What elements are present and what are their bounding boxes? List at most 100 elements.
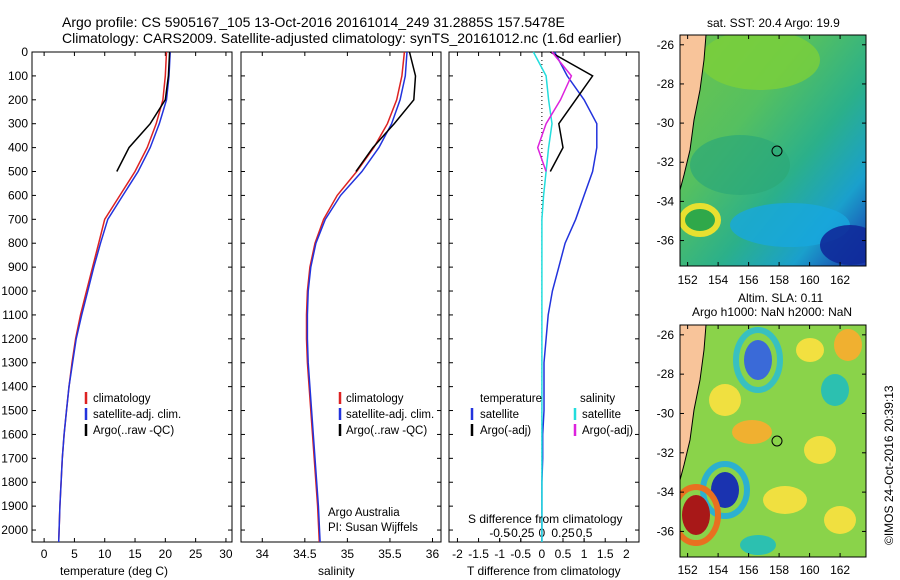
- lon-tick-label: 162: [830, 563, 850, 577]
- temperature-x-axis: 0 5 10 15 20 25 30: [41, 52, 233, 561]
- sst-warm-patch: [700, 35, 820, 90]
- coastline-bottom: [680, 325, 707, 481]
- temperature-panel-frame: [31, 51, 233, 543]
- lat-tick-label: -34: [657, 194, 675, 208]
- sla-high-5-rim: [680, 484, 721, 546]
- difference-x-axis: -2 -1.5 -1 -0.5 0 0.5 1 1.5 2: [452, 52, 630, 561]
- lat-tick-label: -36: [657, 524, 675, 538]
- depth-tick-label: 700: [8, 212, 28, 226]
- figure-title-line2: Climatology: CARS2009. Satellite-adjuste…: [62, 30, 622, 46]
- lon-tick-label: 156: [739, 273, 759, 287]
- pi-note: PI: Susan Wijffels: [328, 522, 418, 534]
- x-tick-label: 1: [581, 547, 588, 561]
- argo-location-top: [771, 145, 783, 157]
- sla-low-3: [711, 472, 739, 508]
- salinity-difference-axis: -0.5-0.2500.250.5: [489, 52, 593, 542]
- sla-low-1: [744, 340, 772, 380]
- sla-map-title-line2: Argo h1000: NaN h2000: NaN: [692, 305, 852, 319]
- sst-cool-patch: [730, 203, 850, 247]
- depth-tick-label: 1100: [2, 308, 28, 322]
- lat-tick-label: -32: [657, 446, 675, 460]
- series-climatology: [305, 51, 406, 543]
- depth-tick-label: 1500: [1, 404, 28, 418]
- x-tick-label: 35.5: [378, 547, 402, 561]
- depth-axis: 0 100 200 300 400 500 600 700 800 900 1000 1100 1200…: [1, 45, 639, 537]
- sla-map-frame: [679, 324, 867, 558]
- depth-tick-label: 0: [21, 45, 28, 59]
- sst-map-frame: [679, 34, 867, 267]
- lat-tick-label: -30: [657, 116, 675, 130]
- credit-text: ©IMOS 24-Oct-2016 20:39:13: [882, 385, 896, 545]
- legend-head-temperature: temperature: [480, 393, 542, 405]
- s-diff-tick-label: -0.5: [489, 526, 510, 540]
- sla-high-1: [796, 338, 824, 362]
- depth-tick-label: 1800: [1, 475, 28, 489]
- salinity-legend: climatology satellite-adj. clim. Argo(..…: [338, 392, 434, 437]
- depth-tick-label: 1700: [1, 451, 28, 465]
- legend-label-climatology: climatology: [93, 393, 151, 405]
- difference-legend: temperature salinity satellite Argo(-adj…: [470, 393, 633, 437]
- lat-tick-label: -36: [657, 234, 675, 248]
- sla-high-8: [824, 506, 856, 534]
- x-tick-label: 35: [341, 547, 355, 561]
- depth-tick-label: 1600: [1, 427, 28, 441]
- salinity-panel-frame: [240, 51, 442, 543]
- depth-tick-label: 1300: [1, 356, 28, 370]
- series-salinity-argo-adj-: [536, 51, 573, 172]
- temperature-xlabel: temperature (deg C): [60, 564, 168, 578]
- sst-cold-patch: [820, 225, 866, 265]
- lon-tick-label: 152: [678, 273, 698, 287]
- lon-tick-label: 160: [800, 273, 820, 287]
- sla-high-2: [834, 329, 862, 361]
- series-temperature-satellite: [541, 51, 598, 542]
- depth-tick-label: 300: [8, 117, 28, 131]
- x-tick-label: 36: [426, 547, 440, 561]
- depth-tick-label: 400: [8, 141, 28, 155]
- lon-tick-label: 152: [678, 563, 698, 577]
- x-tick-label: -1.5: [468, 547, 489, 561]
- depth-tick-label: 1400: [1, 380, 28, 394]
- depth-tick-label: 600: [8, 188, 28, 202]
- argo-location-bottom: [771, 435, 783, 447]
- x-tick-label: 34.5: [293, 547, 317, 561]
- depth-tick-label: 500: [8, 165, 28, 179]
- depth-tick-label: 100: [8, 69, 28, 83]
- legend-label-satellite: satellite-adj. clim.: [93, 409, 181, 421]
- sla-high-4: [732, 420, 772, 444]
- s-diff-tick-label: -0.25: [507, 526, 535, 540]
- legend-label-argo: Argo(..raw -QC): [346, 425, 427, 437]
- legend-label-sal-argo: Argo(-adj): [582, 425, 633, 437]
- sla-low-1-rim: [733, 327, 783, 393]
- s-difference-xlabel: S difference from climatology: [468, 512, 623, 526]
- salinity-xlabel: salinity: [318, 564, 355, 578]
- depth-tick-label: 800: [8, 236, 28, 250]
- lat-tick-label: -34: [657, 485, 675, 499]
- sla-low-2: [821, 374, 849, 406]
- map-axes: -26 -28 -30 -32 -34 -36 152 154 156 158 160 162 -26 -…: [657, 35, 866, 577]
- land-top: [680, 35, 706, 190]
- figure-title-line1: Argo profile: CS 5905167_105 13-Oct-2016…: [62, 14, 565, 30]
- depth-tick-label: 1000: [1, 284, 28, 298]
- s-diff-tick-label: 0.25: [551, 526, 575, 540]
- lat-tick-label: -26: [657, 328, 675, 342]
- legend-head-salinity: salinity: [580, 393, 615, 405]
- x-tick-label: -0.5: [510, 547, 531, 561]
- sla-map: [679, 324, 867, 558]
- argo-program-note: Argo Australia: [328, 507, 400, 519]
- depth-tick-label: 900: [8, 260, 28, 274]
- x-tick-label: 34: [256, 547, 270, 561]
- lon-tick-label: 160: [800, 563, 820, 577]
- lon-tick-label: 154: [708, 563, 728, 577]
- temperature-legend: climatology satellite-adj. clim. Argo(..…: [84, 392, 181, 437]
- s-diff-tick-label: 0.5: [576, 526, 593, 540]
- salinity-profiles: [305, 51, 417, 543]
- lat-tick-label: -28: [657, 367, 675, 381]
- series-salinity-satellite: [532, 51, 553, 542]
- x-tick-label: 5: [71, 547, 78, 561]
- x-tick-label: 0: [539, 547, 546, 561]
- series-climatology: [57, 51, 168, 543]
- salinity-x-axis: 34 34.5 35 35.5 36: [256, 52, 440, 561]
- sla-high-6: [804, 436, 836, 464]
- x-tick-label: -1: [494, 547, 505, 561]
- legend-label-argo: Argo(..raw -QC): [93, 425, 174, 437]
